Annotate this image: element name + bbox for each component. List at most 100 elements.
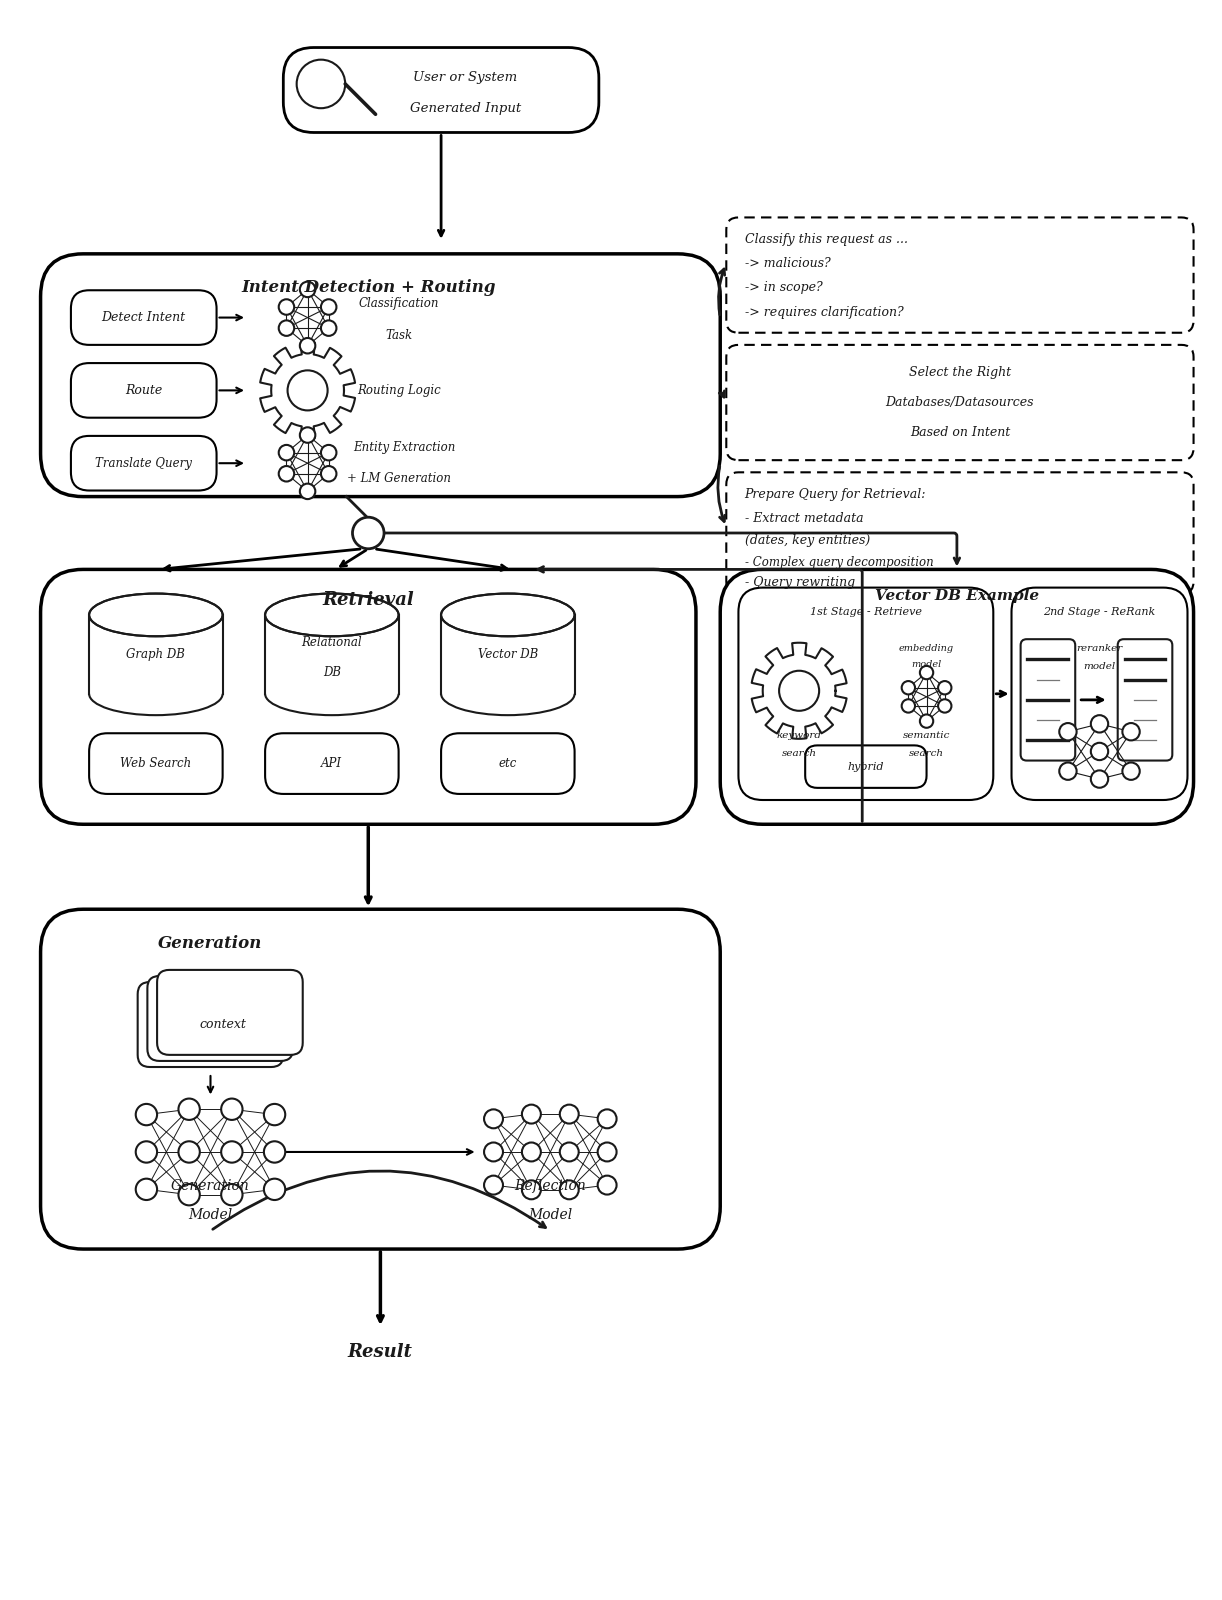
Circle shape <box>321 445 336 461</box>
FancyBboxPatch shape <box>89 733 222 794</box>
Text: API: API <box>321 757 342 770</box>
Text: Based on Intent: Based on Intent <box>910 426 1011 440</box>
Circle shape <box>264 1104 285 1125</box>
Circle shape <box>321 320 336 336</box>
FancyBboxPatch shape <box>265 733 398 794</box>
Circle shape <box>321 299 336 315</box>
Circle shape <box>279 445 295 461</box>
Circle shape <box>938 682 952 694</box>
Circle shape <box>299 483 315 499</box>
Circle shape <box>484 1176 503 1195</box>
Text: Route: Route <box>125 384 163 397</box>
FancyBboxPatch shape <box>726 346 1194 461</box>
Circle shape <box>920 715 934 728</box>
FancyBboxPatch shape <box>441 733 574 794</box>
FancyBboxPatch shape <box>1118 638 1172 760</box>
Circle shape <box>178 1099 200 1120</box>
FancyBboxPatch shape <box>726 218 1194 333</box>
Text: Reflection: Reflection <box>514 1179 587 1194</box>
Circle shape <box>136 1179 158 1200</box>
Text: hybrid: hybrid <box>848 762 885 773</box>
Circle shape <box>264 1179 285 1200</box>
Circle shape <box>221 1141 242 1163</box>
Polygon shape <box>265 614 398 694</box>
Text: - Complex query decomposition: - Complex query decomposition <box>744 555 934 568</box>
FancyBboxPatch shape <box>726 472 1194 594</box>
Text: 1st Stage - Retrieve: 1st Stage - Retrieve <box>810 606 921 618</box>
Circle shape <box>279 299 295 315</box>
FancyBboxPatch shape <box>40 254 720 496</box>
Text: 2nd Stage - ReRank: 2nd Stage - ReRank <box>1044 606 1156 618</box>
Circle shape <box>1059 763 1077 779</box>
Circle shape <box>221 1184 242 1205</box>
Circle shape <box>1059 723 1077 741</box>
Text: etc: etc <box>499 757 517 770</box>
Circle shape <box>299 338 315 354</box>
Text: Model: Model <box>528 1208 572 1222</box>
Circle shape <box>598 1109 617 1128</box>
Text: Generation: Generation <box>159 934 263 952</box>
Text: Translate Query: Translate Query <box>95 456 192 470</box>
FancyBboxPatch shape <box>148 976 293 1061</box>
FancyBboxPatch shape <box>738 587 993 800</box>
Circle shape <box>299 282 315 298</box>
Text: -> malicious?: -> malicious? <box>744 258 830 270</box>
Text: -> in scope?: -> in scope? <box>744 282 822 294</box>
FancyBboxPatch shape <box>71 435 216 491</box>
Circle shape <box>178 1141 200 1163</box>
Circle shape <box>178 1184 200 1205</box>
Text: semantic: semantic <box>903 731 951 741</box>
Text: keyword: keyword <box>777 731 821 741</box>
Text: embedding: embedding <box>899 643 954 653</box>
Circle shape <box>1091 715 1108 733</box>
FancyBboxPatch shape <box>71 363 216 418</box>
Circle shape <box>1122 763 1140 779</box>
Text: -> requires clarification?: -> requires clarification? <box>744 306 903 318</box>
Circle shape <box>598 1176 617 1195</box>
Circle shape <box>902 682 915 694</box>
Circle shape <box>321 466 336 482</box>
Circle shape <box>780 670 819 710</box>
FancyBboxPatch shape <box>40 909 720 1250</box>
Circle shape <box>920 666 934 680</box>
Text: search: search <box>909 749 945 758</box>
FancyBboxPatch shape <box>805 746 926 787</box>
Circle shape <box>287 370 327 411</box>
FancyBboxPatch shape <box>158 970 303 1054</box>
Text: search: search <box>782 749 816 758</box>
Circle shape <box>484 1142 503 1162</box>
Text: - Query rewriting: - Query rewriting <box>744 576 854 589</box>
Text: - Extract metadata: - Extract metadata <box>744 512 863 525</box>
Circle shape <box>352 517 384 549</box>
Text: Graph DB: Graph DB <box>126 648 186 661</box>
Circle shape <box>299 427 315 443</box>
Text: Select the Right: Select the Right <box>909 366 1011 379</box>
Text: + LM Generation: + LM Generation <box>347 472 451 485</box>
Circle shape <box>1091 770 1108 787</box>
Text: Generated Input: Generated Input <box>409 102 521 115</box>
Circle shape <box>279 466 295 482</box>
Circle shape <box>560 1104 579 1123</box>
FancyBboxPatch shape <box>1020 638 1075 760</box>
Text: Entity Extraction: Entity Extraction <box>353 442 456 454</box>
Circle shape <box>560 1181 579 1200</box>
Circle shape <box>136 1141 158 1163</box>
Text: Intent Detection + Routing: Intent Detection + Routing <box>241 280 495 296</box>
Text: Result: Result <box>348 1344 413 1362</box>
Circle shape <box>221 1099 242 1120</box>
Polygon shape <box>89 614 222 694</box>
Text: Task: Task <box>385 330 412 342</box>
Text: Prepare Query for Retrieval:: Prepare Query for Retrieval: <box>744 488 926 501</box>
Ellipse shape <box>441 594 574 637</box>
Text: Routing Logic: Routing Logic <box>357 384 440 397</box>
Text: Classify this request as ...: Classify this request as ... <box>744 232 908 246</box>
Text: reranker: reranker <box>1077 643 1123 653</box>
Circle shape <box>264 1141 285 1163</box>
Text: Web Search: Web Search <box>120 757 192 770</box>
Circle shape <box>297 59 345 109</box>
Circle shape <box>522 1142 541 1162</box>
Text: (dates, key entities): (dates, key entities) <box>744 534 870 547</box>
Circle shape <box>484 1109 503 1128</box>
Circle shape <box>560 1142 579 1162</box>
Text: model: model <box>912 659 942 669</box>
